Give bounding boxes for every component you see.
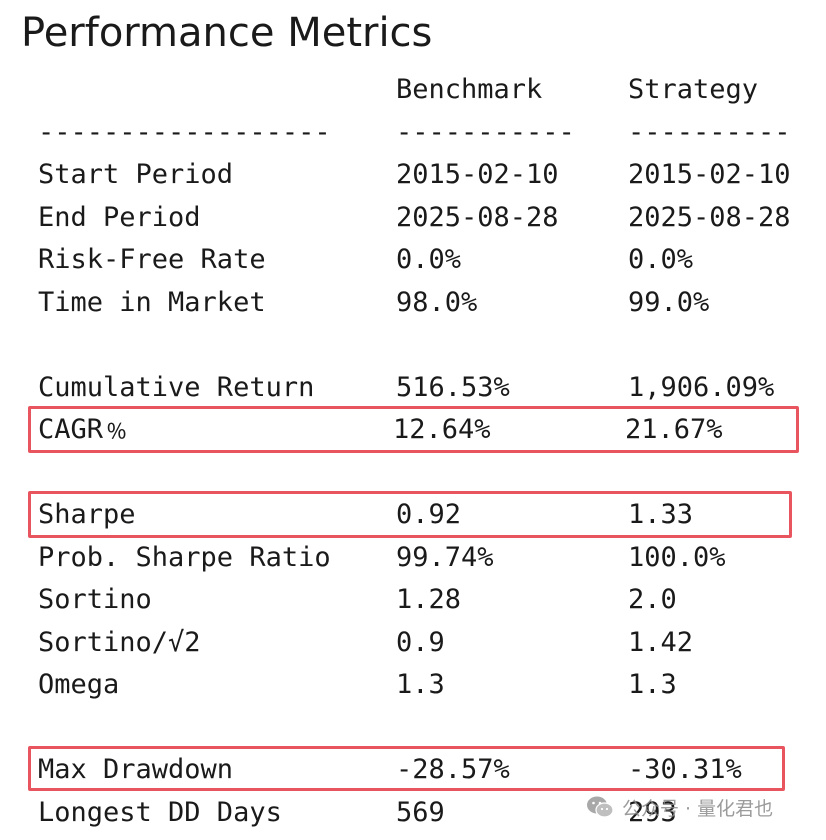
- strategy-value: 2.0: [628, 584, 677, 615]
- strategy-value: 2015-02-10: [628, 159, 791, 190]
- benchmark-value: 98.0%: [396, 287, 478, 318]
- benchmark-value: 1.28: [396, 584, 462, 615]
- watermark: 公众号 · 量化君也: [586, 792, 773, 822]
- metric-label: Start Period: [38, 159, 234, 190]
- header-strategy: Strategy: [628, 74, 759, 105]
- metric-label: Cumulative Return: [38, 372, 315, 403]
- metric-label: Risk-Free Rate: [38, 244, 266, 275]
- metric-label: Max Drawdown: [38, 754, 234, 785]
- benchmark-value: 569: [396, 797, 445, 828]
- metric-label: Longest DD Days: [38, 797, 282, 828]
- metric-label: Omega: [38, 669, 120, 700]
- strategy-value: 293: [628, 797, 677, 828]
- highlight-box-sharpe: [28, 491, 792, 538]
- benchmark-value: 2015-02-10: [396, 159, 559, 190]
- metric-label: Sharpe: [38, 499, 136, 530]
- strategy-value: 21.67%: [625, 414, 723, 445]
- separator-strategy: ----------: [628, 117, 791, 148]
- strategy-value: -30.31%: [628, 754, 742, 785]
- strategy-value: 0.0%: [628, 244, 694, 275]
- separator-label: ------------------: [38, 117, 331, 148]
- benchmark-value: 12.64%: [393, 414, 491, 445]
- metric-label: Sortino/√2: [38, 627, 201, 658]
- benchmark-value: -28.57%: [396, 754, 510, 785]
- benchmark-value: 1.3: [396, 669, 445, 700]
- header-benchmark: Benchmark: [396, 74, 543, 105]
- strategy-value: 100.0%: [628, 542, 726, 573]
- metric-label: End Period: [38, 202, 201, 233]
- metric-label: Time in Market: [38, 287, 266, 318]
- benchmark-value: 0.9: [396, 627, 445, 658]
- watermark-text: 公众号 · 量化君也: [622, 797, 774, 820]
- metric-label: CAGR﹪: [38, 414, 131, 445]
- highlight-box-cagr: [28, 406, 799, 453]
- benchmark-value: 0.0%: [396, 244, 462, 275]
- metric-label: Sortino: [38, 584, 152, 615]
- benchmark-value: 516.53%: [396, 372, 510, 403]
- highlight-box-max-drawdown: [28, 746, 785, 791]
- separator-benchmark: -----------: [396, 117, 575, 148]
- benchmark-value: 2025-08-28: [396, 202, 559, 233]
- strategy-value: 99.0%: [628, 287, 710, 318]
- strategy-value: 1.42: [628, 627, 694, 658]
- benchmark-value: 99.74%: [396, 542, 494, 573]
- metric-label: Prob. Sharpe Ratio: [38, 542, 331, 573]
- page-title: Performance Metrics: [21, 10, 433, 56]
- strategy-value: 2025-08-28: [628, 202, 791, 233]
- strategy-value: 1.3: [628, 669, 677, 700]
- wechat-icon: [586, 795, 614, 819]
- benchmark-value: 0.92: [396, 499, 462, 530]
- strategy-value: 1,906.09%: [628, 372, 775, 403]
- strategy-value: 1.33: [628, 499, 694, 530]
